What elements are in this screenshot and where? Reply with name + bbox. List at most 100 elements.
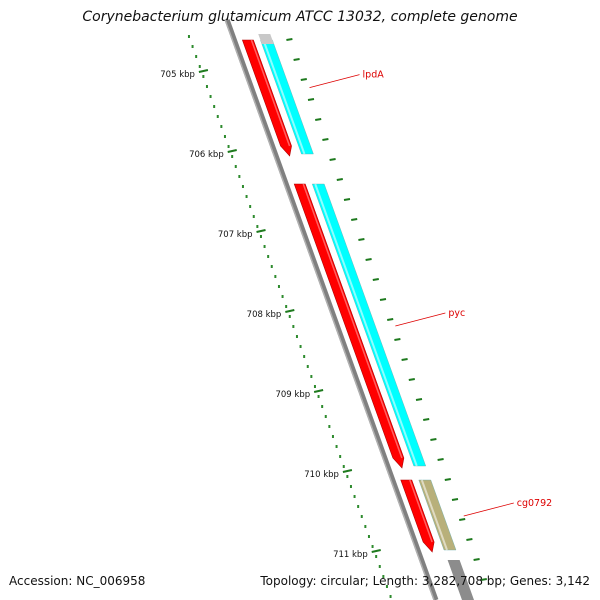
ruler-dot — [227, 145, 230, 148]
outer-tick — [408, 378, 415, 381]
tick-mark-706 — [227, 149, 237, 153]
outer-tick — [315, 118, 322, 121]
gene-bar-shine — [314, 183, 418, 467]
ruler-dot — [205, 85, 208, 88]
ruler-dot — [346, 475, 349, 478]
outer-tick — [401, 358, 408, 361]
ruler-dot — [213, 105, 216, 108]
leader-line-lpdA — [309, 74, 360, 88]
gene-layer — [241, 34, 474, 600]
tick-mark-711 — [371, 549, 381, 553]
ruler-dot — [231, 155, 234, 158]
tick-label-710: 710 kbp — [304, 470, 339, 480]
accession-label: Accession: NC_006958 — [9, 574, 146, 588]
gene-bar-shine — [420, 479, 448, 551]
ruler-dot — [202, 75, 205, 78]
tick-label-708: 708 kbp — [247, 310, 282, 320]
tick-mark-709 — [313, 389, 324, 393]
ruler-dot — [360, 515, 363, 518]
ruler-dot — [281, 295, 284, 298]
ruler-dot — [389, 595, 392, 598]
outer-tick — [444, 478, 451, 481]
ruler-dot — [339, 455, 342, 458]
ruler-dot — [198, 65, 201, 68]
ruler-dots — [187, 35, 392, 598]
ruler-dot — [223, 135, 226, 138]
ruler-dot — [191, 45, 194, 48]
ruler-dot — [292, 325, 295, 328]
tick-label-706: 706 kbp — [189, 150, 224, 160]
outer-tick — [372, 278, 379, 281]
ruler-dot — [303, 355, 306, 358]
ruler-dot — [331, 435, 334, 438]
ruler-dot — [274, 275, 277, 278]
outer-tick — [300, 78, 307, 81]
backbone-line — [224, 19, 439, 600]
outer-tick — [466, 538, 473, 541]
ruler-dot — [313, 385, 316, 388]
outer-tick — [451, 498, 459, 501]
ruler-dot — [385, 585, 388, 588]
ruler-dot — [259, 235, 262, 238]
ruler-dot — [349, 485, 352, 488]
ruler-dot — [288, 315, 291, 318]
gene-label-cg0792: cg0792 — [517, 498, 552, 509]
ruler-dot — [295, 335, 298, 338]
ruler-dot — [364, 525, 367, 528]
ruler-dot — [220, 125, 223, 128]
ruler-dot — [299, 345, 302, 348]
ruler-dot — [335, 445, 338, 448]
ruler-dot — [382, 575, 385, 578]
tick-label-707: 707 kbp — [218, 230, 253, 240]
outer-tick — [358, 238, 365, 241]
neighbor-gene — [447, 560, 474, 600]
gene-arrow-shine — [302, 183, 403, 459]
gene-label-pyc: pyc — [448, 308, 465, 319]
outer-tick — [307, 98, 315, 101]
ruler-dot — [317, 395, 320, 398]
gene-label-lpdA: lpdA — [363, 70, 385, 81]
ruler-dot — [321, 405, 324, 408]
outer-tick — [329, 158, 336, 161]
ruler-dot — [310, 375, 313, 378]
outer-tick — [351, 218, 358, 221]
outer-tick — [430, 438, 437, 441]
ruler-ticks: 705 kbp 706 kbp 707 kbp 708 kbp 709 kbp 710 k… — [160, 38, 487, 581]
outer-tick — [365, 258, 372, 261]
gene-arrow-shine — [250, 39, 291, 147]
neighbor-gene — [258, 34, 274, 44]
backbone-layer — [224, 19, 439, 600]
leader-line-pyc — [395, 312, 446, 327]
ruler-dot — [357, 505, 360, 508]
ruler-dot — [285, 305, 288, 308]
outer-tick — [379, 298, 387, 301]
tick-mark-710 — [342, 469, 353, 473]
page-title: Corynebacterium glutamicum ATCC 13032, c… — [82, 9, 518, 25]
leader-line-cg0792 — [463, 502, 514, 517]
gene-bar-shine — [262, 39, 306, 155]
ruler-dot — [375, 555, 378, 558]
ruler-dot — [234, 165, 237, 168]
ruler-dot — [367, 535, 370, 538]
ruler-dot — [378, 565, 381, 568]
tick-mark-705 — [198, 69, 209, 73]
ruler-dot — [328, 425, 331, 428]
ruler-dot — [277, 285, 280, 288]
tick-label-709: 709 kbp — [275, 390, 310, 400]
ruler-dot — [238, 175, 241, 178]
outer-tick — [394, 338, 401, 341]
outer-tick — [293, 58, 300, 61]
outer-tick — [437, 458, 444, 461]
outer-tick — [343, 198, 351, 201]
ruler-dot — [216, 115, 219, 118]
ruler-dot — [353, 495, 356, 498]
gene-arrow-shine — [409, 479, 433, 543]
gene-bar-pyc — [311, 183, 427, 467]
tick-label-705: 705 kbp — [160, 70, 195, 80]
ruler-dot — [263, 245, 266, 248]
ruler-dot — [252, 215, 255, 218]
ruler-dot — [270, 265, 273, 268]
outer-tick — [286, 38, 293, 41]
backbone-highlight — [224, 19, 435, 600]
tick-mark-708 — [285, 309, 295, 313]
